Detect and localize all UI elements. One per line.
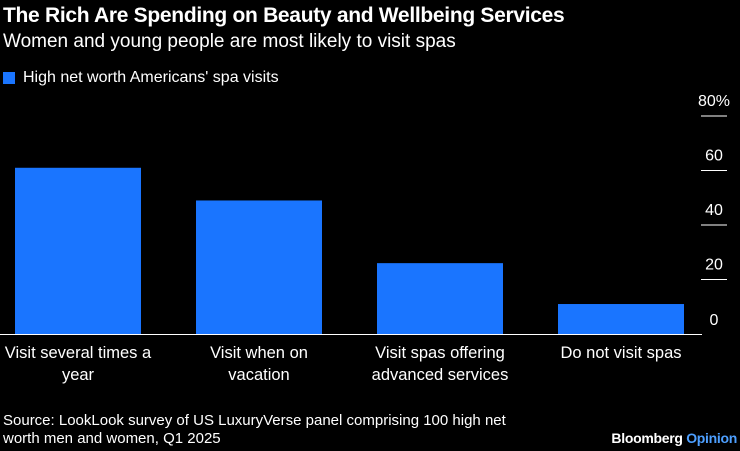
y-tick-label: 40: [705, 202, 723, 219]
category-label-2: Visit when on vacation: [210, 344, 308, 384]
brand-suffix: Opinion: [686, 430, 737, 446]
legend-swatch: [3, 72, 15, 84]
category-label-line: Do not visit spas: [560, 344, 681, 362]
y-tick-label: 0: [710, 312, 719, 329]
bar-4: [558, 304, 684, 334]
bar-3: [377, 263, 503, 334]
brand-name: Bloomberg: [611, 430, 683, 446]
chart-subtitle: Women and young people are most likely t…: [3, 31, 456, 52]
source-note: Source: LookLook survey of US LuxuryVers…: [3, 412, 603, 448]
source-line-2: worth men and women, Q1 2025: [3, 430, 221, 447]
legend-label: High net worth Americans' spa visits: [23, 69, 279, 86]
bar-2: [196, 200, 322, 334]
category-label-line: advanced services: [372, 366, 509, 384]
y-tick-label: 20: [705, 257, 723, 274]
category-label-line: Visit several times a: [5, 344, 152, 362]
y-tick-label: 60: [705, 148, 723, 165]
category-label-4: Do not visit spas: [560, 344, 681, 362]
y-tick-label: 80%: [698, 93, 730, 110]
category-label-3: Visit spas offering advanced services: [372, 344, 509, 384]
bar-1: [15, 167, 141, 334]
category-label-line: Visit spas offering: [375, 344, 505, 362]
brand-logo: Bloomberg Opinion: [611, 430, 737, 446]
category-label-line: year: [62, 366, 95, 384]
category-label-line: vacation: [228, 366, 289, 384]
chart-title: The Rich Are Spending on Beauty and Well…: [3, 4, 565, 27]
category-label-1: Visit several times a year: [5, 344, 152, 384]
source-line-1: Source: LookLook survey of US LuxuryVers…: [3, 412, 506, 429]
category-label-line: Visit when on: [210, 344, 308, 362]
chart-legend: High net worth Americans' spa visits: [3, 69, 279, 87]
